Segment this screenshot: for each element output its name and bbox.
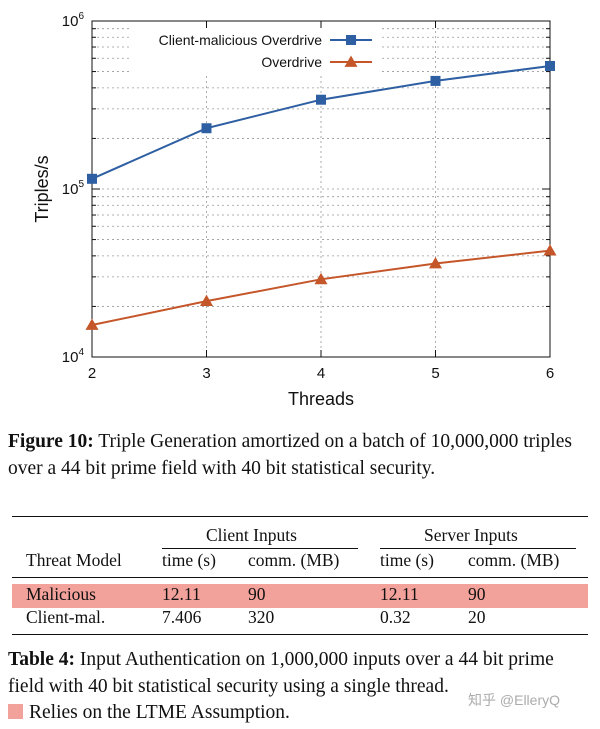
triples-chart: 2 3 4 5 6 104 105 106 Client-malicious Overdriv… [32, 11, 557, 409]
cell-row0-threat-model: Malicious [26, 584, 96, 604]
col-header-threat-model: Threat Model [26, 550, 122, 570]
col-header-server-comm: comm. (MB) [468, 550, 560, 570]
data-point-series0 [316, 94, 326, 105]
table-caption-text: Input Authentication on 1,000,000 inputs… [8, 649, 554, 697]
y-tick-label: 106 [62, 11, 85, 30]
legend-marker-0 [346, 35, 356, 45]
group-header-client: Client Inputs [206, 525, 297, 545]
y-tick-label: 104 [62, 347, 85, 366]
table-caption-label: Table 4: [8, 649, 76, 670]
data-point-series0 [545, 60, 555, 71]
data-point-series0 [430, 75, 441, 86]
cell-row0-client-comm: 90 [248, 584, 266, 604]
assumption-legend: Relies on the LTME Assumption. [8, 699, 290, 726]
cell-row1-client-time: 7.406 [162, 607, 202, 627]
data-point-series0 [87, 173, 97, 184]
cell-row1-server-comm: 20 [468, 607, 486, 627]
watermark: 知乎 @ElleryQ [468, 692, 560, 708]
cell-row1-threat-model: Client-mal. [26, 607, 106, 627]
legend-box [130, 28, 380, 76]
data-point-series1 [314, 272, 328, 285]
x-tick-label: 4 [317, 365, 325, 382]
axis-ticks: 2 3 4 5 6 104 105 106 [62, 11, 554, 382]
highlight-swatch [8, 704, 23, 719]
cell-row0-client-time: 12.11 [162, 584, 201, 604]
table-bottom-rule [12, 634, 588, 635]
legend-label-1: Overdrive [261, 54, 322, 70]
legend-label-0: Client-malicious Overdrive [159, 32, 323, 48]
header-rule [12, 577, 588, 578]
table-row-highlight [12, 584, 588, 608]
data-point-series0 [201, 123, 212, 134]
x-tick-label: 6 [546, 365, 554, 382]
group-rule-client [162, 548, 358, 549]
table-caption: Table 4: Input Authentication on 1,000,0… [8, 646, 594, 700]
table-top-rule [12, 516, 588, 517]
cell-row1-server-time: 0.32 [380, 607, 411, 627]
cell-row0-server-time: 12.11 [380, 584, 419, 604]
figure-caption: Figure 10: Triple Generation amortized o… [8, 428, 594, 482]
assumption-legend-text: Relies on the LTME Assumption. [29, 702, 290, 723]
cell-row1-client-comm: 320 [248, 607, 275, 627]
data-point-series1 [543, 244, 557, 256]
data-point-series1 [85, 318, 99, 330]
y-tick-label: 105 [62, 179, 85, 198]
legend-marks [330, 35, 372, 67]
chart-legend: Client-malicious Overdrive Overdrive [130, 28, 380, 76]
x-axis-label: Threads [288, 389, 354, 409]
x-tick-label: 3 [202, 365, 210, 382]
legend-marker-1 [344, 55, 358, 67]
x-tick-label: 2 [88, 365, 96, 382]
series-layer [85, 60, 557, 330]
figure-caption-label: Figure 10: [8, 431, 94, 452]
y-axis-label: Triples/s [32, 155, 52, 222]
col-header-client-time: time (s) [162, 550, 216, 570]
group-header-server: Server Inputs [424, 525, 518, 545]
figure-caption-text: Triple Generation amortized on a batch o… [8, 431, 572, 479]
data-point-series1 [200, 294, 213, 307]
data-point-series1 [429, 257, 442, 269]
col-header-server-time: time (s) [380, 550, 434, 570]
col-header-client-comm: comm. (MB) [248, 550, 340, 570]
x-tick-label: 5 [431, 365, 439, 382]
group-rule-server [380, 548, 576, 549]
cell-row0-server-comm: 90 [468, 584, 486, 604]
